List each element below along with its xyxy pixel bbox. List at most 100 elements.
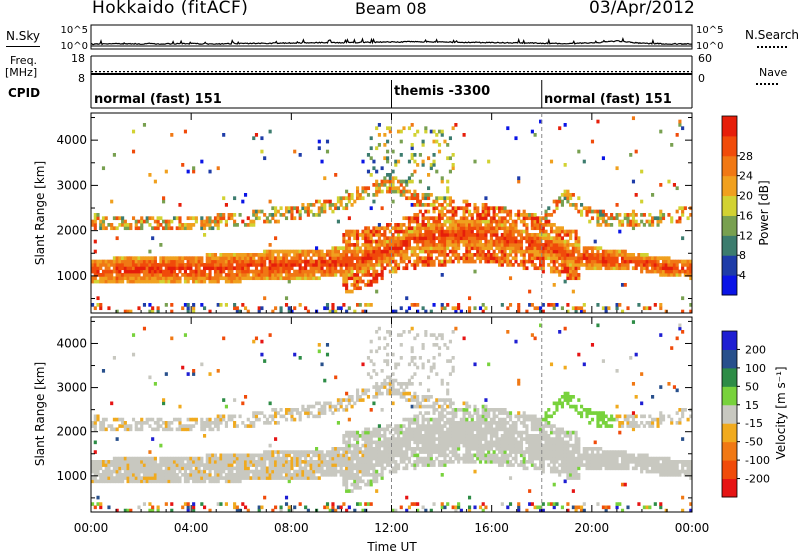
power-cell — [662, 213, 665, 217]
power-cell — [400, 193, 403, 197]
power-cell — [127, 270, 130, 274]
power-cell — [400, 130, 403, 134]
velocity-cell — [233, 457, 236, 461]
power-cell — [217, 266, 220, 270]
power-cell — [555, 266, 558, 270]
power-cell — [211, 263, 214, 267]
power-cell — [506, 236, 509, 240]
velocity-cell — [206, 421, 209, 425]
power-cell — [381, 190, 384, 194]
power-cell — [646, 263, 649, 267]
power-cell — [640, 263, 643, 267]
velocity-cell — [430, 434, 433, 438]
power-cell — [476, 256, 479, 260]
power-cell — [667, 180, 670, 184]
velocity-cell — [345, 467, 348, 471]
power-cell — [211, 260, 214, 264]
power-cell — [263, 270, 266, 274]
velocity-cell — [244, 506, 247, 510]
power-cell — [99, 306, 102, 310]
power-cell — [484, 213, 487, 217]
velocity-cell — [381, 369, 384, 373]
power-cell — [596, 220, 599, 224]
velocity-cell — [230, 480, 233, 484]
velocity-cell — [260, 411, 263, 415]
power-cell — [340, 270, 343, 274]
power-cell — [219, 303, 222, 307]
velocity-cell — [386, 428, 389, 432]
power-cell — [239, 256, 242, 260]
power-cell — [457, 260, 460, 264]
power-cell — [148, 173, 151, 177]
power-cell — [312, 276, 315, 280]
velocity-cell — [463, 437, 466, 441]
power-cell — [555, 246, 558, 250]
power-cell — [345, 263, 348, 267]
power-cell — [564, 263, 567, 267]
velocity-cell — [353, 454, 356, 458]
velocity-cell — [148, 376, 151, 380]
power-cell — [687, 263, 690, 267]
velocity-cell — [446, 437, 449, 441]
power-cell — [495, 206, 498, 210]
velocity-cell — [359, 486, 362, 490]
velocity-cell — [198, 473, 201, 477]
power-cell — [342, 256, 345, 260]
power-cell — [228, 213, 231, 217]
power-cell — [228, 266, 231, 270]
power-cell — [411, 250, 414, 254]
velocity-cell — [258, 411, 261, 415]
power-cell — [452, 250, 455, 254]
power-cell — [463, 233, 466, 237]
velocity-cell — [107, 473, 110, 477]
velocity-cell — [381, 408, 384, 412]
velocity-cell — [258, 506, 261, 510]
velocity-cell — [255, 337, 258, 341]
power-cell — [296, 270, 299, 274]
power-cell — [665, 263, 668, 267]
power-cell — [274, 260, 277, 264]
velocity-cell — [148, 457, 151, 461]
power-cell — [340, 203, 343, 207]
velocity-cell — [424, 460, 427, 464]
velocity-cell — [427, 444, 430, 448]
velocity-cell — [430, 450, 433, 454]
velocity-cell — [310, 405, 313, 409]
velocity-cell — [137, 506, 140, 510]
power-cell — [293, 263, 296, 267]
velocity-cell — [413, 437, 416, 441]
velocity-cell — [222, 337, 225, 341]
velocity-cell — [381, 428, 384, 432]
power-cell — [348, 276, 351, 280]
power-cell — [468, 250, 471, 254]
power-cell — [367, 283, 370, 287]
power-cell — [607, 260, 610, 264]
velocity-cell — [280, 506, 283, 510]
velocity-cell — [225, 460, 228, 464]
power-cell — [572, 273, 575, 277]
power-cell — [585, 210, 588, 214]
power-cell — [405, 216, 408, 220]
velocity-cell — [217, 418, 220, 422]
velocity-cell — [277, 463, 280, 467]
power-cell — [558, 196, 561, 200]
velocity-cell — [367, 463, 370, 467]
power-cell — [299, 266, 302, 270]
power-cell — [400, 256, 403, 260]
velocity-cell — [244, 454, 247, 458]
power-cell — [206, 223, 209, 227]
velocity-cell — [269, 470, 272, 474]
power-cell — [189, 216, 192, 220]
velocity-cell — [296, 460, 299, 464]
velocity-cell — [148, 476, 151, 480]
velocity-cell — [457, 506, 460, 510]
velocity-cell — [441, 463, 444, 467]
power-cell — [484, 216, 487, 220]
velocity-cell — [271, 467, 274, 471]
power-cell — [659, 270, 662, 274]
velocity-cell — [416, 431, 419, 435]
power-cell — [94, 306, 97, 310]
power-cell — [648, 270, 651, 274]
power-cell — [378, 186, 381, 190]
velocity-cell — [307, 476, 310, 480]
